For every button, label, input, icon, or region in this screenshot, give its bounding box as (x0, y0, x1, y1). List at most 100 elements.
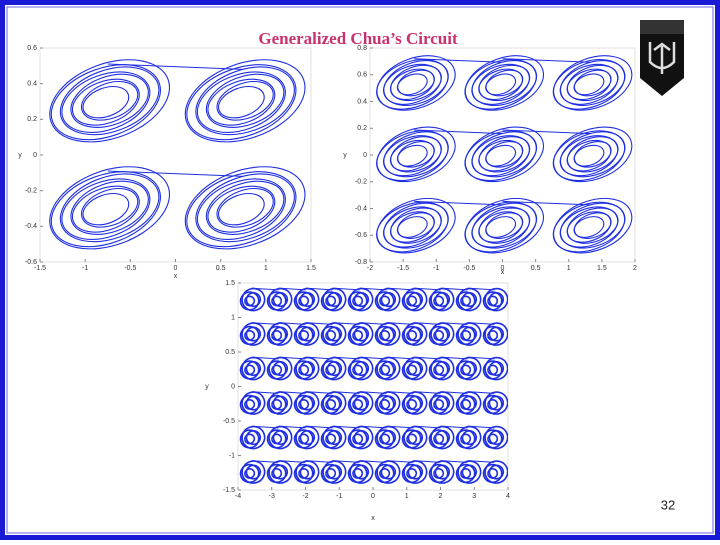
y-tick-label: -0.4 (25, 223, 37, 230)
scroll-orbit (376, 460, 401, 484)
scroll-orbit (295, 460, 320, 484)
scroll-orbit (59, 66, 160, 136)
scroll-orbit (241, 356, 266, 381)
scroll-orbit (430, 391, 455, 415)
slide-inner-border (6, 6, 714, 534)
x-tick-label: 2 (633, 265, 637, 272)
scroll-link (502, 200, 591, 206)
scroll-orbit (218, 85, 265, 119)
logo (640, 20, 684, 96)
scroll-link (107, 170, 244, 177)
scroll-orbit (349, 425, 374, 450)
scroll-orbit (428, 429, 449, 449)
scroll-orbit (82, 85, 130, 119)
scroll-orbit (245, 292, 262, 308)
scroll-orbit (455, 429, 476, 449)
x-tick-label: -1.5 (397, 265, 409, 272)
scroll-orbit (295, 356, 320, 381)
scroll-orbit (434, 395, 451, 411)
scroll-link (413, 322, 441, 325)
scroll-orbit (50, 64, 161, 141)
scroll-link (359, 391, 387, 394)
scroll-link (414, 129, 503, 135)
scroll-orbit (353, 430, 370, 446)
scroll-orbit (430, 322, 455, 346)
scroll-orbit (71, 78, 140, 126)
scroll-link (251, 287, 279, 291)
scroll-orbit (455, 360, 476, 380)
scroll-orbit (374, 394, 395, 415)
y-axis-label: y (205, 383, 209, 390)
scroll-link (467, 356, 495, 360)
attractor (239, 287, 508, 484)
scroll-orbit (299, 361, 316, 377)
scroll-orbit (239, 394, 260, 415)
scroll-orbit (186, 171, 297, 248)
scroll-orbit (482, 394, 503, 415)
scroll-orbit (376, 425, 401, 450)
scroll-orbit (266, 463, 287, 484)
scroll-orbit (196, 71, 286, 133)
scroll-link (386, 391, 414, 394)
scroll-orbit (320, 360, 341, 380)
x-tick-label: -1 (82, 265, 88, 272)
y-tick-label: 0.8 (357, 45, 367, 52)
scroll-orbit (299, 464, 316, 480)
y-tick-label: 0.2 (27, 116, 37, 123)
x-tick-label: 1 (567, 265, 571, 272)
scroll-orbit (349, 287, 374, 312)
x-tick-label: 0 (501, 265, 505, 272)
scroll-orbit (380, 292, 397, 308)
scroll-link (305, 391, 333, 394)
scroll-link (359, 425, 387, 429)
y-tick-label: 1.5 (225, 280, 235, 287)
y-tick-label: -0.6 (25, 259, 37, 266)
scroll-link (413, 425, 441, 429)
scroll-orbit (241, 287, 266, 312)
scroll-orbit (322, 391, 347, 415)
scroll-orbit (455, 325, 476, 346)
y-tick-label: -0.5 (223, 418, 235, 425)
y-axis-label: y (343, 152, 347, 159)
scroll-orbit (49, 59, 171, 143)
y-tick-label: -0.4 (355, 205, 367, 212)
scroll-orbit (430, 460, 455, 484)
scroll-orbit (380, 464, 397, 480)
scroll-orbit (457, 322, 482, 346)
scroll-link (467, 287, 495, 291)
scroll-orbit (326, 361, 343, 377)
scroll-orbit (553, 55, 633, 111)
scroll-orbit (293, 360, 314, 380)
scroll-orbit (484, 391, 508, 415)
scroll-orbit (428, 394, 449, 415)
scroll-orbit (184, 59, 306, 143)
scroll-orbit (457, 356, 482, 381)
scroll-link (386, 460, 414, 463)
scroll-orbit (61, 71, 151, 133)
x-tick-label: -4 (235, 493, 241, 500)
scroll-orbit (380, 326, 397, 342)
scroll-orbit (455, 394, 476, 415)
x-tick-label: -2 (367, 265, 373, 272)
scroll-link (278, 322, 306, 325)
scroll-link (440, 287, 468, 291)
scroll-orbit (376, 287, 401, 312)
scroll-orbit (407, 464, 424, 480)
scroll-orbit (71, 185, 140, 233)
scroll-orbit (484, 356, 508, 381)
scroll-link (278, 460, 306, 463)
x-axis-label: x (371, 515, 375, 522)
scroll-orbit (49, 166, 171, 250)
scroll-link (413, 460, 441, 463)
scroll-link (305, 287, 333, 291)
scroll-orbit (457, 460, 482, 484)
scroll-link (332, 391, 360, 394)
scroll-orbit (272, 395, 289, 411)
scroll-orbit (488, 395, 505, 411)
scroll-orbit (59, 173, 160, 243)
scroll-orbit (293, 291, 314, 311)
scroll-orbit (407, 361, 424, 377)
scroll-orbit (401, 291, 422, 311)
x-tick-label: -0.5 (463, 265, 475, 272)
scroll-link (305, 322, 333, 325)
